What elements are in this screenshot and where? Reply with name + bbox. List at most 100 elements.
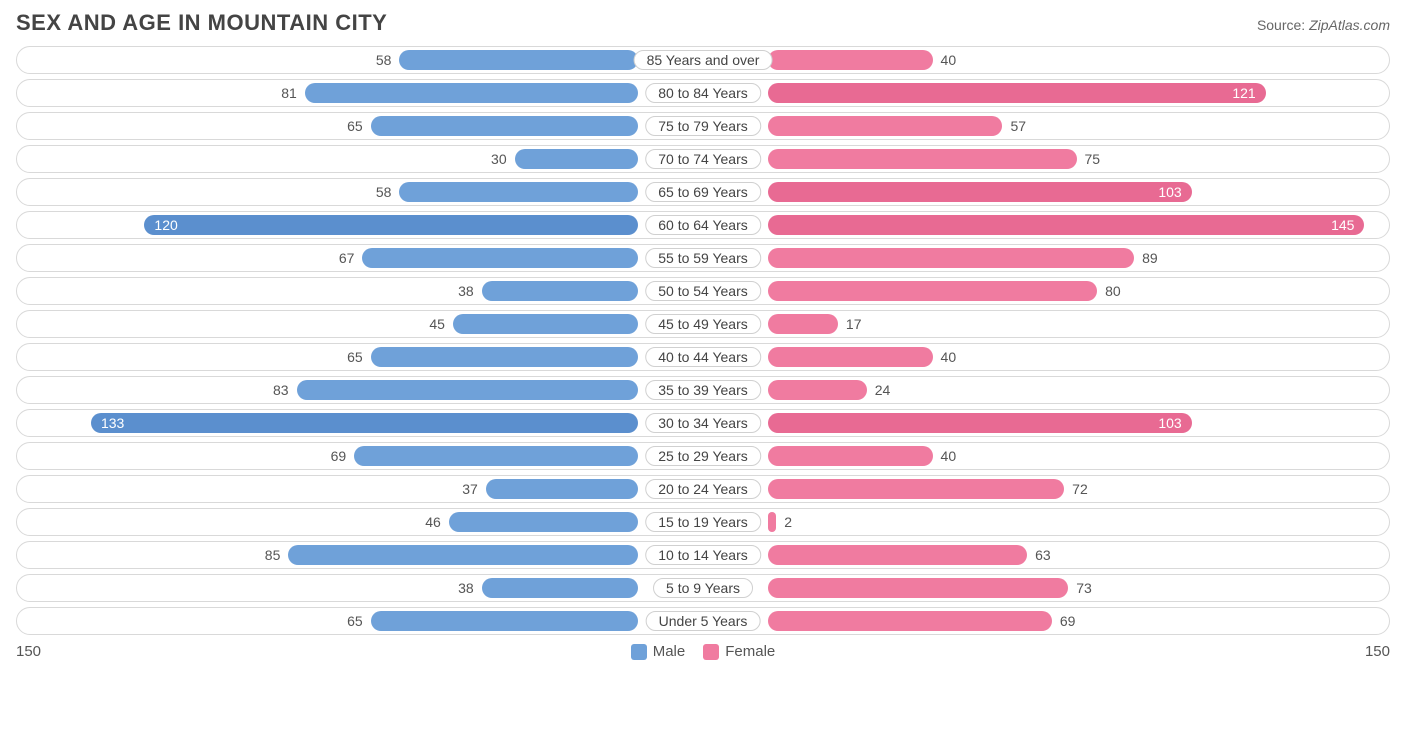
male-value: 65: [347, 347, 371, 367]
female-bar: [768, 545, 1027, 565]
age-category-label: Under 5 Years: [646, 611, 761, 631]
female-value: 69: [1052, 611, 1076, 631]
male-value: 45: [429, 314, 453, 334]
pyramid-row: 451745 to 49 Years: [16, 310, 1390, 338]
pyramid-row: 13310330 to 34 Years: [16, 409, 1390, 437]
male-bar: 133: [91, 413, 638, 433]
female-bar: [768, 248, 1134, 268]
pyramid-row: 654040 to 44 Years: [16, 343, 1390, 371]
female-bar: [768, 611, 1052, 631]
chart-legend: Male Female: [96, 643, 1310, 660]
chart-source: Source: ZipAtlas.com: [1257, 17, 1390, 33]
age-category-label: 80 to 84 Years: [645, 83, 761, 103]
axis-right-max: 150: [1310, 643, 1390, 660]
female-bar: [768, 281, 1097, 301]
legend-swatch-male: [631, 644, 647, 660]
male-bar: [449, 512, 638, 532]
female-value: 89: [1134, 248, 1158, 268]
age-category-label: 70 to 74 Years: [645, 149, 761, 169]
female-bar: [768, 446, 933, 466]
age-category-label: 50 to 54 Years: [645, 281, 761, 301]
pyramid-row: 46 2 15 to 19 Years: [16, 508, 1390, 536]
female-value: 40: [933, 347, 957, 367]
pyramid-row: 856310 to 14 Years: [16, 541, 1390, 569]
male-bar: [399, 50, 638, 70]
female-bar: [768, 347, 933, 367]
male-value: 38: [458, 578, 482, 598]
pyramid-row: 5810365 to 69 Years: [16, 178, 1390, 206]
male-bar: [362, 248, 638, 268]
age-category-label: 55 to 59 Years: [645, 248, 761, 268]
male-value: 133: [91, 415, 134, 431]
female-bar: 103: [768, 182, 1192, 202]
female-bar: 145: [768, 215, 1364, 235]
male-bar: [297, 380, 638, 400]
male-value: 46: [425, 512, 449, 532]
male-bar: [515, 149, 638, 169]
pyramid-row: 377220 to 24 Years: [16, 475, 1390, 503]
pyramid-row: 388050 to 54 Years: [16, 277, 1390, 305]
male-bar: [482, 281, 638, 301]
male-value: 58: [376, 50, 400, 70]
male-value: 120: [144, 217, 187, 233]
male-value: 83: [273, 380, 297, 400]
pyramid-row: 65 69 Under 5 Years: [16, 607, 1390, 635]
age-category-label: 20 to 24 Years: [645, 479, 761, 499]
legend-label-male: Male: [653, 643, 686, 660]
age-category-label: 15 to 19 Years: [645, 512, 761, 532]
male-bar: 120: [144, 215, 638, 235]
female-bar: [768, 50, 933, 70]
male-bar: [486, 479, 638, 499]
female-value: 103: [1148, 184, 1191, 200]
male-bar: [305, 83, 638, 103]
pyramid-row: 67 89 55 to 59 Years: [16, 244, 1390, 272]
male-value: 65: [347, 116, 371, 136]
female-value: 40: [933, 50, 957, 70]
male-value: 30: [491, 149, 515, 169]
age-category-label: 60 to 64 Years: [645, 215, 761, 235]
age-category-label: 5 to 9 Years: [653, 578, 753, 598]
male-value: 67: [339, 248, 363, 268]
male-value: 38: [458, 281, 482, 301]
age-category-label: 65 to 69 Years: [645, 182, 761, 202]
female-value: 24: [867, 380, 891, 400]
pyramid-row: 120 145 60 to 64 Years: [16, 211, 1390, 239]
pyramid-row: 655775 to 79 Years: [16, 112, 1390, 140]
female-bar: 121: [768, 83, 1266, 103]
female-value: 121: [1222, 85, 1265, 101]
pyramid-row: 30 75 70 to 74 Years: [16, 145, 1390, 173]
pyramid-row: 38 73 5 to 9 Years: [16, 574, 1390, 602]
female-value: 103: [1148, 415, 1191, 431]
male-bar: [288, 545, 638, 565]
legend-item-male: Male: [631, 643, 686, 660]
pyramid-row: 694025 to 29 Years: [16, 442, 1390, 470]
legend-item-female: Female: [703, 643, 775, 660]
male-bar: [354, 446, 638, 466]
female-bar: [768, 380, 867, 400]
chart-footer: 150 Male Female 150: [16, 643, 1390, 660]
pyramid-row: 8112180 to 84 Years: [16, 79, 1390, 107]
female-value: 57: [1002, 116, 1026, 136]
legend-swatch-female: [703, 644, 719, 660]
age-category-label: 25 to 29 Years: [645, 446, 761, 466]
female-bar: [768, 578, 1068, 598]
chart-header: SEX AND AGE IN MOUNTAIN CITY Source: Zip…: [16, 10, 1390, 36]
source-value: ZipAtlas.com: [1309, 17, 1390, 33]
female-value: 17: [838, 314, 862, 334]
axis-left-max: 150: [16, 643, 96, 660]
female-value: 75: [1077, 149, 1101, 169]
female-value: 72: [1064, 479, 1088, 499]
female-value: 63: [1027, 545, 1051, 565]
age-category-label: 35 to 39 Years: [645, 380, 761, 400]
age-category-label: 10 to 14 Years: [645, 545, 761, 565]
female-value: 2: [776, 512, 792, 532]
female-value: 73: [1068, 578, 1092, 598]
chart-title: SEX AND AGE IN MOUNTAIN CITY: [16, 10, 387, 36]
male-bar: [482, 578, 638, 598]
male-value: 65: [347, 611, 371, 631]
female-bar: [768, 479, 1064, 499]
female-bar: [768, 314, 838, 334]
female-value: 145: [1321, 217, 1364, 233]
legend-label-female: Female: [725, 643, 775, 660]
female-bar: [768, 149, 1077, 169]
